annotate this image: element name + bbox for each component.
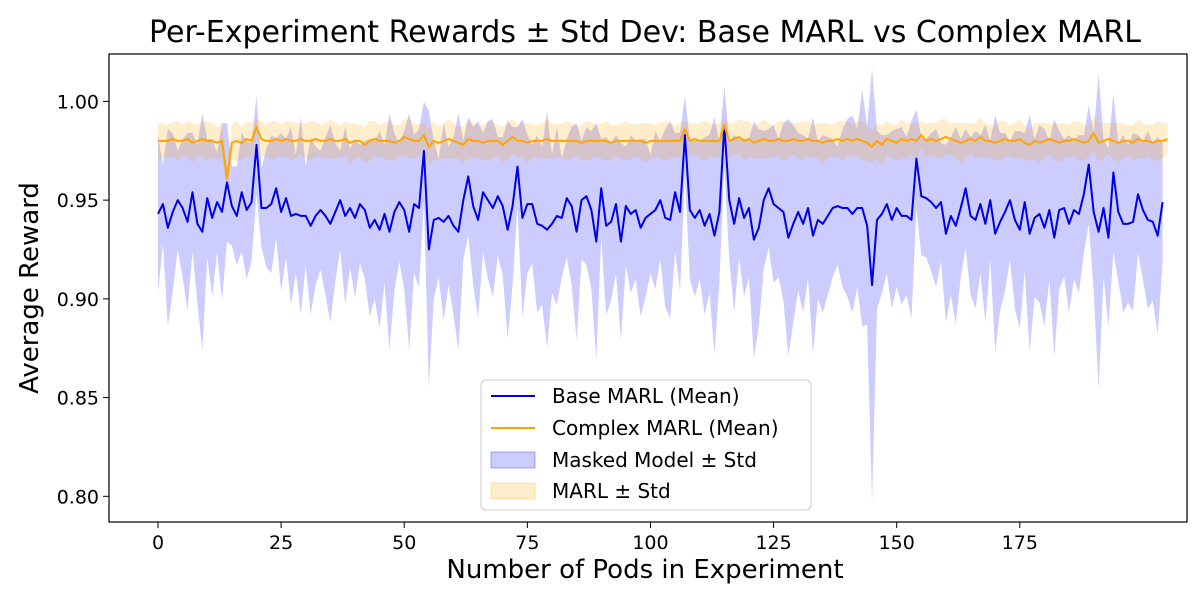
legend-swatch-base-band: [490, 451, 536, 469]
chart-title: Per-Experiment Rewards ± Std Dev: Base M…: [149, 15, 1141, 50]
complex-mean-line: [158, 124, 1168, 180]
x-tick-label: 150: [879, 532, 915, 554]
y-axis-ticks: 0.80 0.85 0.90 0.95 1.00: [57, 91, 109, 508]
legend: Base MARL (Mean) Complex MARL (Mean) Maske…: [480, 379, 812, 511]
x-tick-label: 125: [755, 532, 791, 554]
y-tick-label: 0.85: [57, 388, 99, 410]
legend-label: Complex MARL (Mean): [552, 416, 779, 440]
legend-box: [480, 379, 812, 511]
x-tick-label: 175: [1002, 532, 1038, 554]
y-tick-label: 0.95: [57, 190, 99, 212]
x-tick-label: 50: [392, 532, 416, 554]
y-tick-label: 0.80: [57, 486, 99, 508]
y-axis-label: Average Reward: [15, 182, 45, 394]
plot-frame: [108, 53, 1188, 523]
std-bands: [158, 67, 1168, 503]
base-std-band: [158, 67, 1163, 503]
mean-lines: [157, 124, 1168, 287]
legend-label: Masked Model ± Std: [552, 448, 757, 472]
x-tick-label: 25: [269, 532, 293, 554]
complex-std-band: [158, 115, 1168, 189]
x-tick-label: 75: [515, 532, 539, 554]
y-tick-label: 0.90: [57, 289, 99, 311]
x-tick-label: 0: [152, 532, 164, 554]
y-tick-label: 1.00: [57, 91, 99, 113]
x-axis-ticks: 0 25 50 75 100 125 150 175: [152, 522, 1038, 554]
x-axis-label: Number of Pods in Experiment: [446, 555, 843, 585]
x-tick-label: 100: [632, 532, 668, 554]
legend-swatch-complex-band: [490, 482, 536, 500]
legend-label: MARL ± Std: [552, 479, 671, 503]
legend-label: Base MARL (Mean): [552, 384, 740, 408]
base-mean-line: [157, 124, 1164, 287]
